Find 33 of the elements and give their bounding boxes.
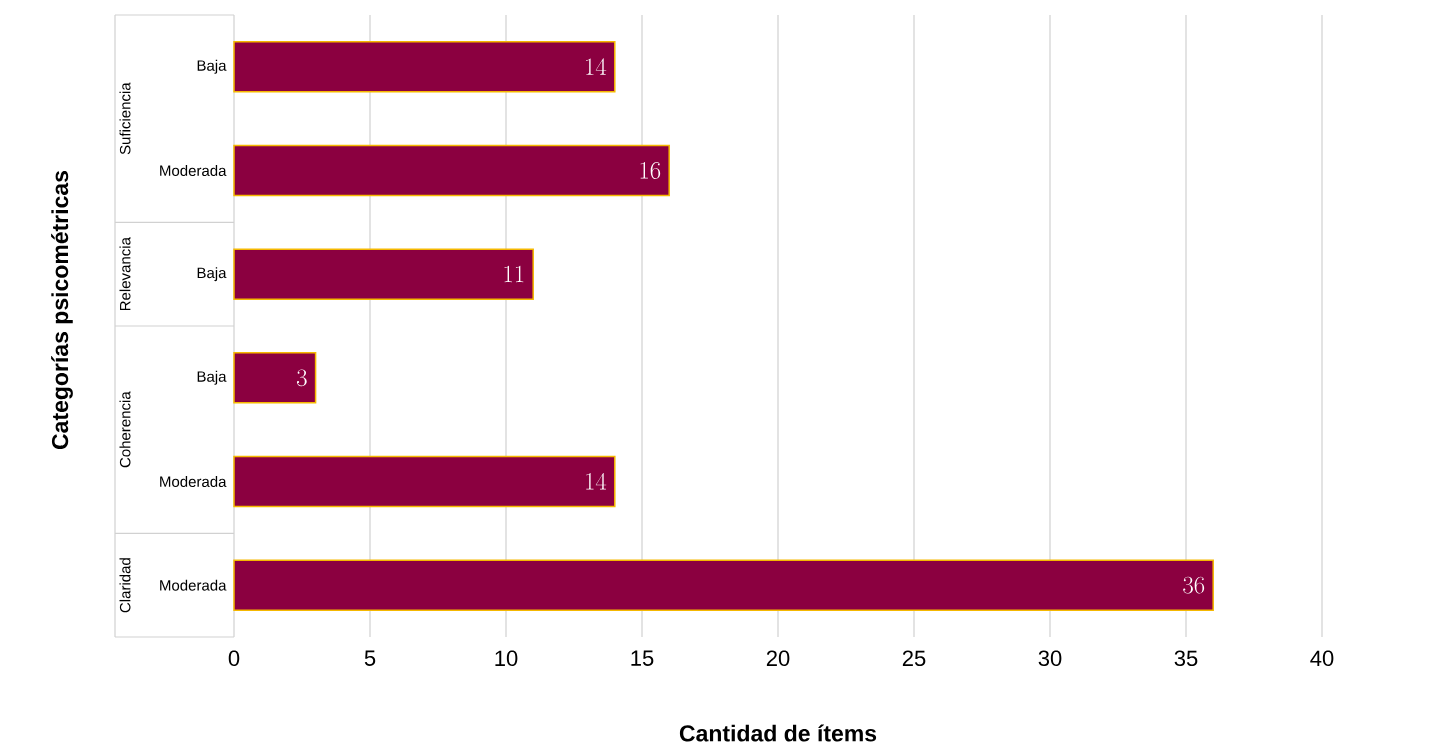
- data-label: 36: [1183, 576, 1205, 594]
- y-tick-label: Baja: [197, 59, 227, 74]
- text: Coherencia: [119, 391, 131, 468]
- data-label: 11: [504, 265, 524, 283]
- x-tick-label: 15: [631, 650, 654, 666]
- y-tick-label: Moderada: [160, 475, 227, 488]
- text: Relevancia: [119, 237, 131, 311]
- data-label: 3: [296, 369, 307, 387]
- y-tick-label: Moderada: [160, 164, 227, 176]
- x-tick-label: 25: [902, 650, 926, 667]
- text: Suficiencia: [119, 82, 131, 155]
- x-tick-label: 35: [1174, 650, 1198, 667]
- x-axis-title: Cantidad de ítems: [679, 724, 877, 742]
- y-axis-title: Categorías psicométricas: [51, 171, 73, 450]
- bar: [233, 41, 616, 93]
- bar: [233, 455, 616, 508]
- data-label: 14: [586, 58, 607, 75]
- x-tick-label: 10: [495, 650, 518, 667]
- x-tick-label: 30: [1038, 650, 1062, 667]
- data-label: 16: [640, 162, 661, 179]
- bar: [233, 559, 1214, 611]
- y-tick-label: Baja: [197, 370, 227, 385]
- x-tick-label: 20: [766, 650, 790, 667]
- data-label: 14: [586, 472, 607, 490]
- y-tick-label: Baja: [197, 267, 227, 282]
- x-tick-label: 40: [1310, 650, 1334, 667]
- bar: [233, 352, 317, 404]
- bar: [233, 144, 670, 197]
- y-tick-label: Moderada: [160, 579, 227, 591]
- x-tick-label: 0: [228, 650, 240, 667]
- bar: [233, 248, 534, 300]
- x-tick-label: 5: [364, 650, 376, 666]
- text: Claridad: [119, 558, 131, 613]
